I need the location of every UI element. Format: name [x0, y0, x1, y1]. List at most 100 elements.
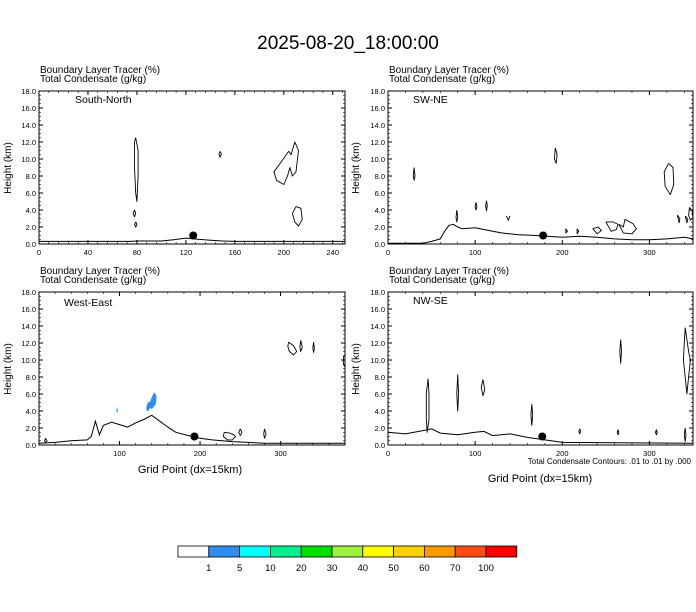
colorbar: 1 5 10 20 30 40 50 60 70 100: [177, 545, 518, 574]
x-tick-label: 0: [386, 248, 390, 257]
colorbar-label: 5: [237, 563, 242, 574]
tracer-shading: [116, 406, 118, 413]
x-tick-label: 300: [274, 449, 287, 458]
condensate-contour: [218, 151, 222, 158]
y-tick-label: 10.0: [21, 155, 36, 164]
x-tick-label: 200: [278, 248, 291, 257]
y-tick-label: 6.0: [375, 189, 385, 198]
terrain-line: [388, 223, 694, 244]
colorbar-swatch: [423, 545, 456, 558]
colorbar-swatch: [177, 545, 210, 558]
contour-note: Total Condensate Contours: .01 to .01 by…: [528, 457, 692, 466]
panel-ylabel: Height (km): [351, 142, 362, 194]
panel-label-line2: Total Condensate (g/kg): [40, 74, 146, 85]
panel-label-line2: Total Condensate (g/kg): [389, 275, 495, 286]
y-tick-label: 18.0: [370, 288, 385, 297]
y-tick-label: 18.0: [21, 87, 36, 96]
y-tick-label: 10.0: [370, 356, 385, 365]
plot-frame: [387, 90, 694, 245]
condensate-contour: [299, 340, 303, 352]
panel-name: SW-NE: [413, 94, 448, 106]
panel-sw-ne: Boundary Layer Tracer (%) Total Condensa…: [351, 65, 694, 257]
y-tick-label: 0.0: [26, 240, 36, 249]
condensate-contour: [506, 215, 511, 221]
x-tick-label: 200: [556, 449, 569, 458]
condensate-contour: [676, 214, 681, 224]
y-tick-label: 16.0: [21, 104, 36, 113]
x-tick-label: 200: [556, 248, 569, 257]
colorbar-swatch: [208, 545, 241, 558]
condensate-contour: [222, 431, 236, 441]
y-tick-label: 4.0: [26, 206, 36, 215]
y-tick-label: 4.0: [375, 407, 385, 416]
colorbar-label: 1: [206, 563, 211, 574]
condensate-contour: [238, 428, 243, 437]
panel-plot: 0.0 2.0 4.0 6.0 8.0 10.0 12.0 14.0 16.0 18.0 0 100 2…: [370, 87, 694, 257]
condensate-contour: [565, 228, 568, 234]
colorbar-label: 50: [388, 563, 399, 574]
panel-name: West-East: [64, 297, 112, 309]
condensate-contour: [412, 167, 416, 181]
colorbar-label: 70: [450, 563, 461, 574]
condensate-contour: [44, 437, 48, 443]
panel-label-line1: Boundary Layer Tracer (%): [389, 266, 509, 277]
colorbar-label: 60: [419, 563, 430, 574]
y-tick-label: 16.0: [21, 305, 36, 314]
panel-label-line1: Boundary Layer Tracer (%): [389, 65, 509, 76]
y-tick-label: 6.0: [26, 189, 36, 198]
panel-label-line2: Total Condensate (g/kg): [40, 275, 146, 286]
location-marker: [538, 432, 547, 441]
panel-plot: 0.0 2.0 4.0 6.0 8.0 10.0 12.0 14.0 16.0 18.0 0 100 2…: [370, 288, 694, 458]
y-tick-label: 4.0: [26, 407, 36, 416]
condensate-contour: [425, 378, 430, 433]
panel-label-line1: Boundary Layer Tracer (%): [40, 266, 160, 277]
condensate-contour: [312, 342, 315, 353]
y-tick-label: 12.0: [370, 138, 385, 147]
condensate-contour: [455, 209, 459, 223]
colorbar-swatch: [269, 545, 302, 558]
colorbar-swatch: [393, 545, 425, 558]
y-tick-label: 2.0: [26, 223, 36, 232]
y-tick-label: 2.0: [375, 424, 385, 433]
condensate-contour: [683, 427, 687, 443]
condensate-contour: [592, 226, 602, 235]
y-tick-label: 18.0: [370, 87, 385, 96]
x-tick-label: 0: [37, 248, 41, 257]
panel-plot: 0.0 2.0 4.0 6.0 8.0 10.0 12.0 14.0 16.0 18.0 0 40 80…: [21, 87, 346, 257]
colorbar-label: 20: [296, 563, 307, 574]
condensate-contour: [619, 339, 622, 364]
y-tick-label: 16.0: [370, 305, 385, 314]
x-tick-label: 80: [133, 248, 141, 257]
panel-xlabel: Grid Point (dx=15km): [488, 473, 592, 485]
y-tick-label: 8.0: [26, 373, 36, 382]
panel-nw-se: Boundary Layer Tracer (%) Total Condensa…: [351, 266, 694, 485]
x-tick-label: 160: [229, 248, 242, 257]
y-tick-label: 14.0: [370, 121, 385, 130]
condensate-contour: [287, 341, 298, 356]
panel-ylabel: Height (km): [351, 343, 362, 395]
condensate-contour: [456, 374, 460, 412]
location-marker: [539, 231, 548, 240]
x-tick-label: 100: [469, 449, 482, 458]
plot-frame: [387, 291, 694, 446]
condensate-contour: [605, 221, 619, 232]
figure-title: 2025-08-20_18:00:00: [257, 33, 439, 54]
panel-label-line1: Boundary Layer Tracer (%): [40, 65, 160, 76]
condensate-contour: [480, 379, 486, 397]
y-tick-label: 8.0: [26, 172, 36, 181]
condensate-contour: [578, 428, 582, 435]
colorbar-label: 40: [358, 563, 369, 574]
y-tick-label: 10.0: [21, 356, 36, 365]
panel-ylabel: Height (km): [3, 142, 14, 194]
colorbar-swatch: [239, 545, 271, 558]
x-tick-label: 40: [84, 248, 92, 257]
condensate-contour: [263, 428, 267, 439]
condensate-contour: [134, 221, 138, 228]
location-marker: [189, 231, 198, 240]
colorbar-label: 30: [327, 563, 338, 574]
x-tick-label: 300: [643, 248, 656, 257]
condensate-contour: [682, 327, 691, 395]
condensate-contour: [291, 206, 303, 227]
condensate-contour: [618, 218, 637, 235]
colorbar-swatch: [362, 545, 394, 558]
